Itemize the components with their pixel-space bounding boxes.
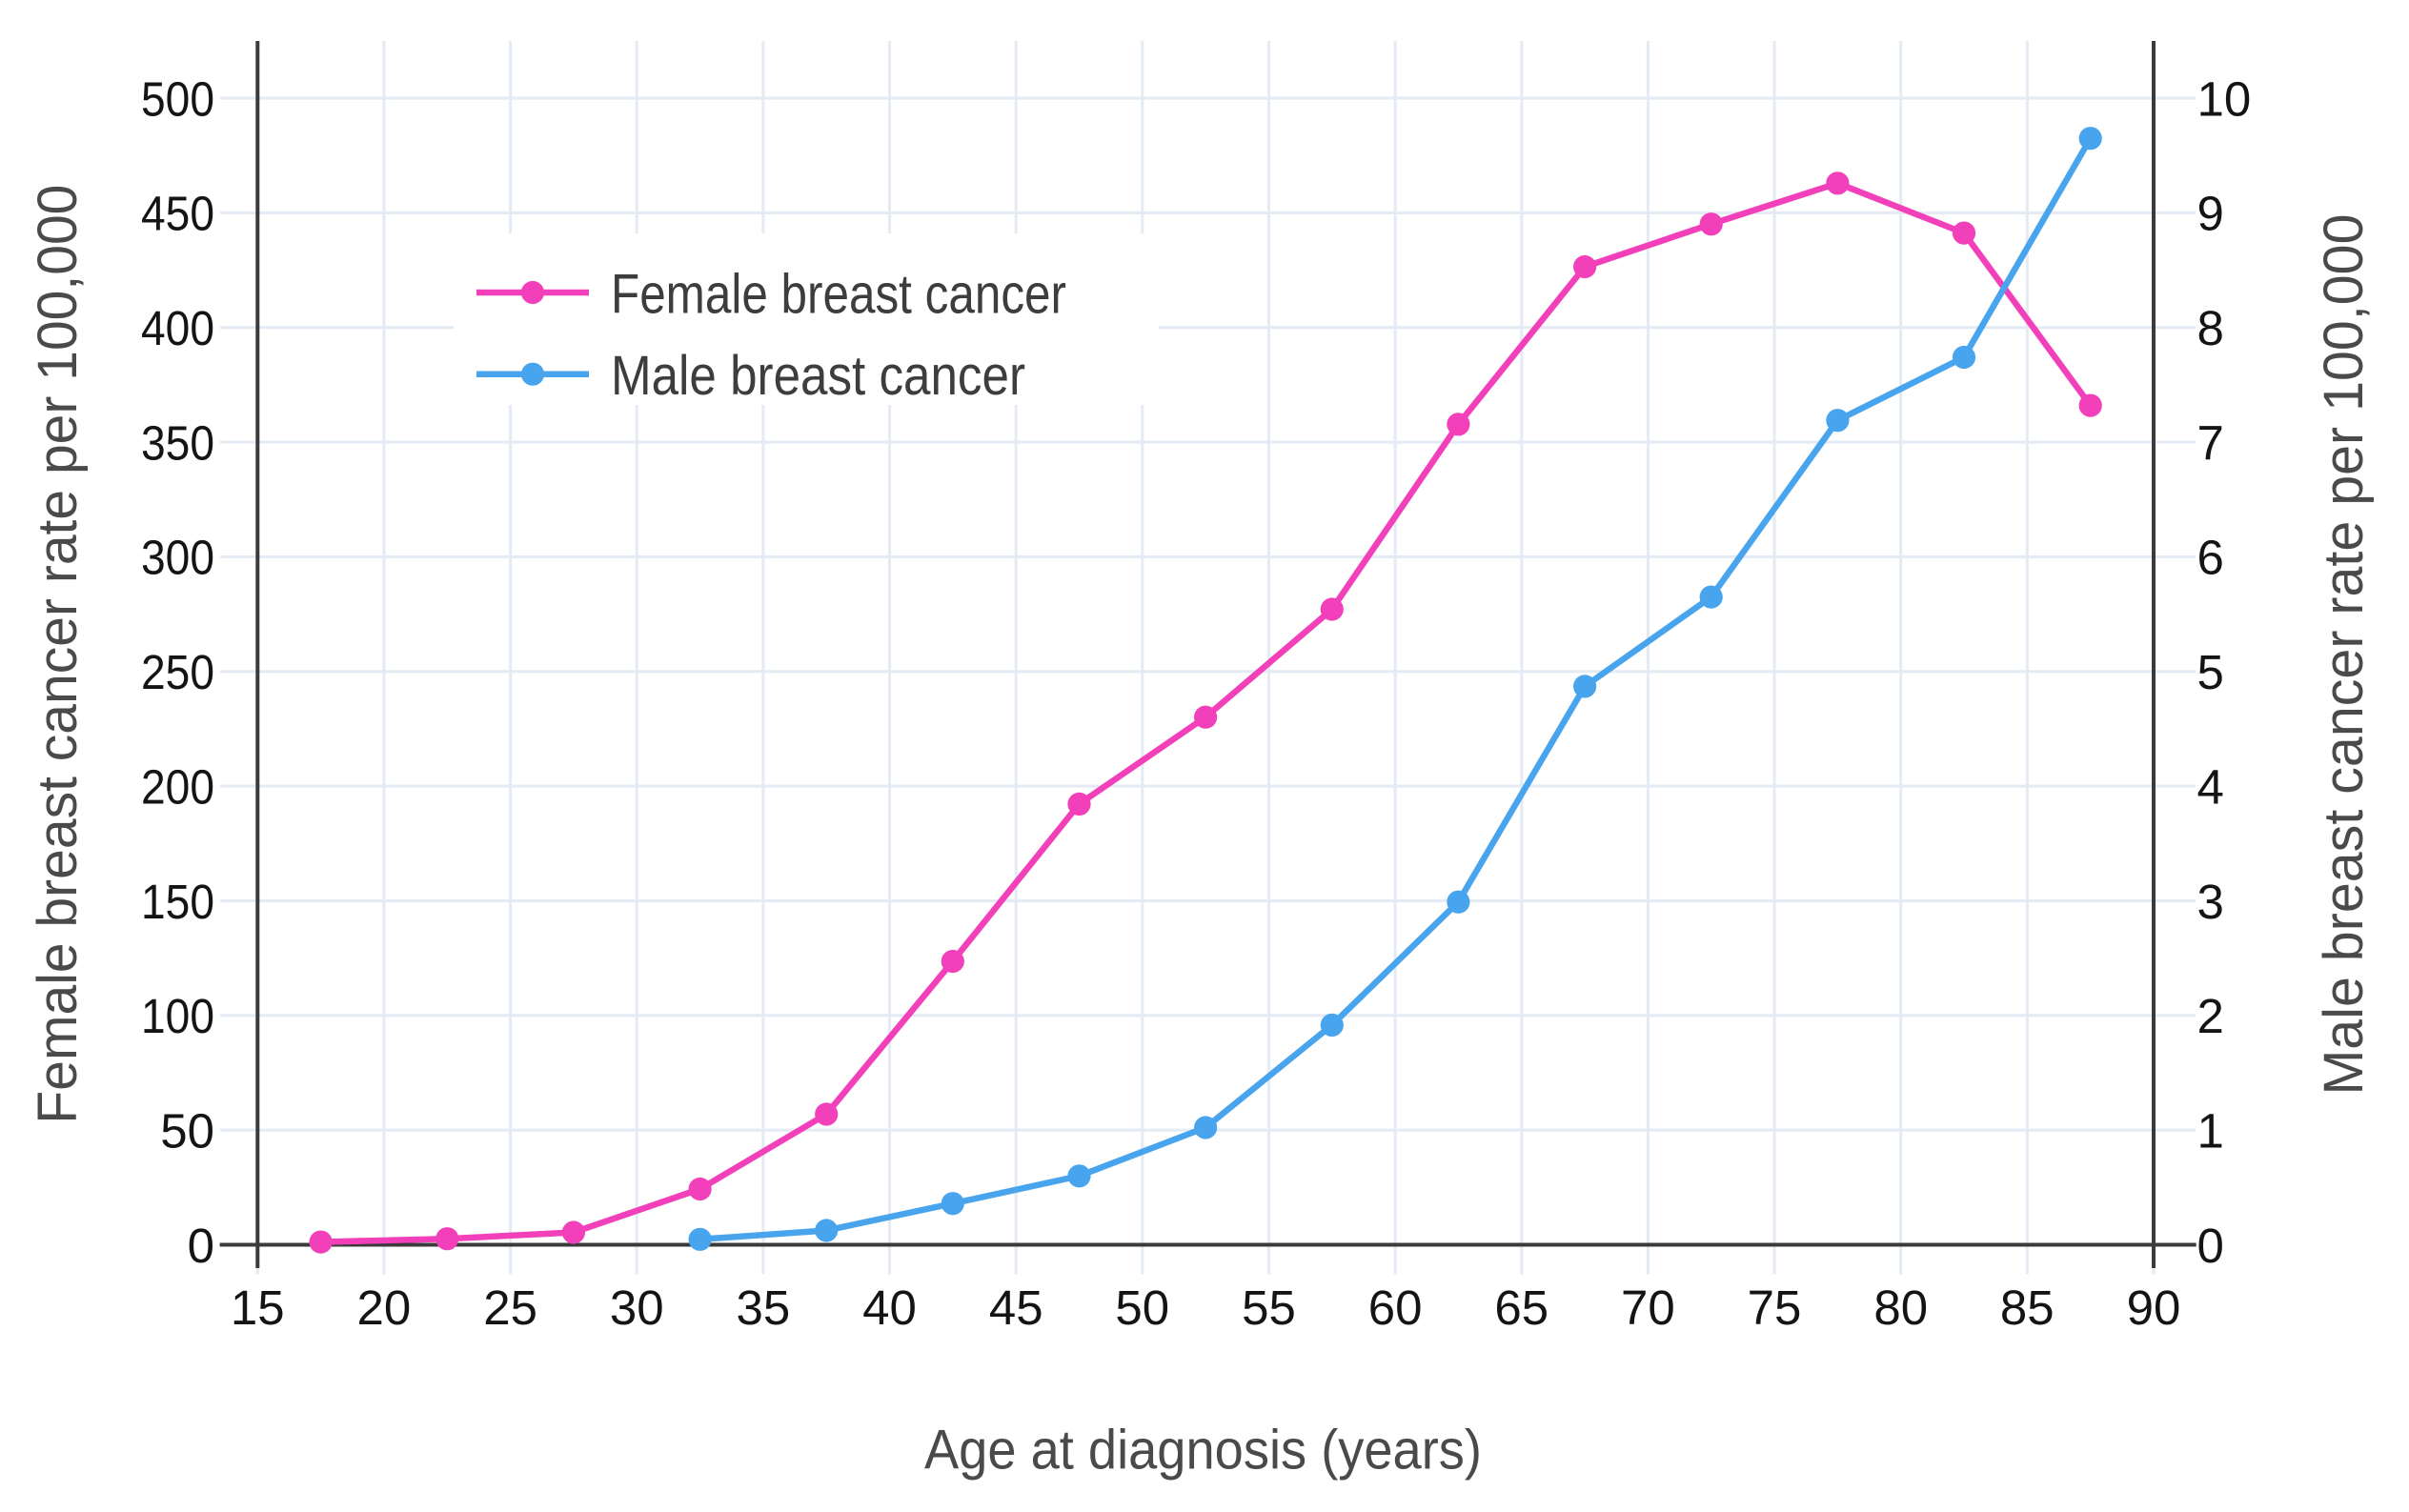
svg-text:80: 80	[1873, 1280, 1928, 1335]
svg-text:9: 9	[2197, 187, 2224, 241]
svg-text:350: 350	[141, 415, 214, 470]
svg-text:15: 15	[231, 1280, 285, 1335]
svg-text:300: 300	[141, 531, 214, 585]
svg-text:100: 100	[141, 989, 214, 1043]
svg-text:75: 75	[1748, 1280, 1802, 1335]
svg-text:70: 70	[1621, 1280, 1675, 1335]
svg-text:0: 0	[188, 1219, 214, 1273]
svg-text:90: 90	[2127, 1280, 2181, 1335]
svg-text:6: 6	[2197, 531, 2224, 585]
svg-text:3: 3	[2197, 875, 2224, 929]
svg-text:5: 5	[2197, 645, 2224, 699]
svg-text:8: 8	[2197, 301, 2224, 355]
svg-text:7: 7	[2197, 415, 2224, 470]
svg-text:450: 450	[141, 187, 214, 241]
svg-text:45: 45	[989, 1280, 1043, 1335]
svg-text:30: 30	[610, 1280, 664, 1335]
svg-text:Male breast cancer: Male breast cancer	[611, 345, 1025, 407]
svg-text:Female breast cancer rate per: Female breast cancer rate per 100,000	[27, 185, 89, 1124]
svg-text:25: 25	[483, 1280, 537, 1335]
svg-text:65: 65	[1494, 1280, 1549, 1335]
svg-text:200: 200	[141, 759, 214, 814]
svg-text:500: 500	[141, 71, 214, 126]
svg-text:0: 0	[2197, 1219, 2224, 1273]
svg-text:Male breast cancer rate per 10: Male breast cancer rate per 100,000	[2313, 214, 2375, 1096]
svg-text:60: 60	[1368, 1280, 1423, 1335]
svg-text:250: 250	[141, 645, 214, 699]
svg-text:Female breast cancer: Female breast cancer	[611, 264, 1066, 326]
svg-text:20: 20	[357, 1280, 412, 1335]
svg-text:85: 85	[2000, 1280, 2055, 1335]
svg-text:35: 35	[737, 1280, 791, 1335]
svg-text:150: 150	[141, 875, 214, 929]
svg-text:50: 50	[1115, 1280, 1169, 1335]
svg-text:1: 1	[2197, 1104, 2224, 1159]
svg-text:Age at diagnosis (years): Age at diagnosis (years)	[924, 1420, 1482, 1482]
svg-text:40: 40	[862, 1280, 917, 1335]
svg-text:55: 55	[1242, 1280, 1296, 1335]
svg-text:4: 4	[2197, 759, 2224, 814]
svg-text:10: 10	[2197, 71, 2252, 126]
svg-text:400: 400	[141, 301, 214, 355]
svg-text:2: 2	[2197, 989, 2224, 1043]
svg-text:50: 50	[160, 1104, 214, 1159]
